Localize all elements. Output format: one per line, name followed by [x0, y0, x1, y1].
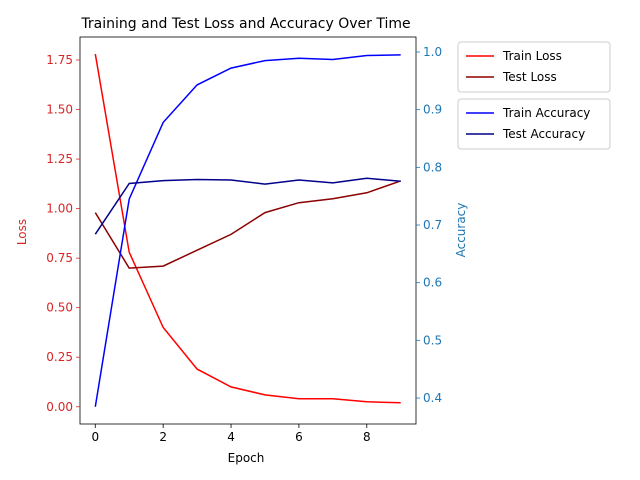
- right-axis-label: Accuracy: [454, 203, 468, 258]
- right-tick-label: 0.6: [423, 276, 442, 290]
- left-tick-label: 1.50: [46, 103, 73, 117]
- line-test-accuracy: [94, 177, 401, 235]
- x-tick-label: 8: [363, 430, 371, 444]
- line-test-loss: [94, 180, 401, 269]
- plot-area: 0 2 4 6 8 0.00 0.25 0.50 0.75 1.00 1.25 1.50 1.75 0.4…: [46, 36, 442, 444]
- legend-loss: Train Loss Test Loss: [457, 41, 611, 93]
- plot-frame: [79, 36, 417, 425]
- legend-accuracy: Train Accuracy Test Accuracy: [457, 98, 611, 150]
- right-tick-label: 0.8: [423, 160, 442, 174]
- legend-loss-frame: [457, 41, 611, 93]
- left-tick-label: 1.75: [46, 53, 73, 67]
- left-tick-label: 1.25: [46, 152, 73, 166]
- right-tick-label: 0.5: [423, 333, 442, 347]
- left-tick-label: 1.00: [46, 202, 73, 216]
- left-tick-label: 0.50: [46, 301, 73, 315]
- right-tick-label: 0.9: [423, 103, 442, 117]
- left-axis-label: Loss: [15, 219, 29, 245]
- legend-label-test-loss: Test Loss: [502, 70, 557, 84]
- legend-label-train-accuracy: Train Accuracy: [502, 106, 590, 120]
- line-train-accuracy: [94, 54, 401, 407]
- x-tick-label: 6: [295, 430, 303, 444]
- right-tick-label: 0.4: [423, 391, 442, 405]
- left-tick-label: 0.75: [46, 251, 73, 265]
- legend-label-test-accuracy: Test Accuracy: [502, 127, 585, 141]
- x-tick-label: 0: [91, 430, 99, 444]
- left-tick-label: 0.00: [46, 400, 73, 414]
- line-train-loss: [94, 53, 401, 404]
- legend-accuracy-frame: [457, 98, 611, 150]
- left-tick-label: 0.25: [46, 350, 73, 364]
- right-tick-label: 1.0: [423, 45, 442, 59]
- x-tick-label: 4: [227, 430, 235, 444]
- x-axis-label: Epoch: [228, 451, 265, 465]
- x-tick-label: 2: [159, 430, 167, 444]
- right-tick-label: 0.7: [423, 218, 442, 232]
- chart-title: Training and Test Loss and Accuracy Over…: [80, 16, 410, 32]
- legend-label-train-loss: Train Loss: [502, 49, 562, 63]
